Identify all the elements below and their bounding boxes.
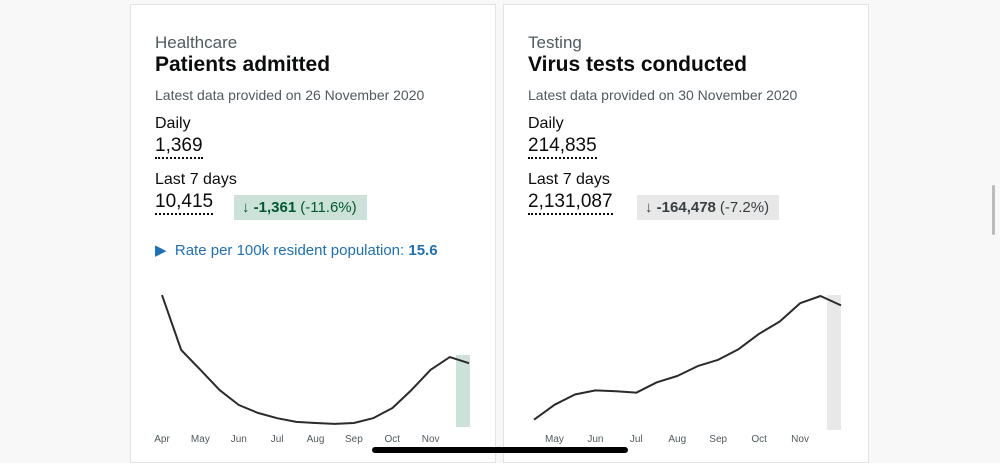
home-indicator [372, 447, 628, 453]
x-tick-label: Aug [668, 434, 686, 445]
change-value: -164,478 [656, 199, 716, 216]
change-pct: (-11.6%) [300, 199, 357, 216]
week-value: 2,131,087 [528, 191, 613, 215]
x-tick-label: Apr [154, 434, 170, 445]
daily-label: Daily [528, 115, 564, 132]
category: Healthcare [155, 33, 238, 52]
daily-label: Daily [155, 115, 191, 132]
x-tick-label: May [545, 434, 564, 445]
week-label: Last 7 days [528, 171, 610, 188]
latest: Latest data provided on 26 November 2020 [155, 87, 425, 103]
x-tick-label: Jul [271, 434, 284, 445]
x-tick-label: Jul [630, 434, 643, 445]
rate-value: 15.6 [408, 242, 438, 259]
change-value: -1,361 [253, 199, 297, 216]
card: Testing Virus tests conducted Latest dat… [503, 4, 869, 463]
daily-value: 214,835 [528, 135, 597, 159]
week-label: Last 7 days [155, 171, 237, 188]
x-tick-label: Nov [422, 434, 440, 445]
rate[interactable]: ▶ Rate per 100k resident population: 15.… [155, 242, 438, 259]
chart: May Jun Jul Aug Sep Oct Nov [533, 295, 842, 445]
category: Testing [528, 33, 582, 52]
x-tick-label: Nov [791, 434, 809, 445]
scrollbar [992, 185, 995, 235]
last-7-days [456, 355, 470, 427]
x-tick-label: Oct [384, 434, 400, 445]
daily-value: 1,369 [155, 135, 203, 159]
latest: Latest data provided on 30 November 2020 [528, 87, 798, 103]
x-tick-label: Aug [307, 434, 325, 445]
x-tick-label: Sep [345, 434, 363, 445]
change: ↓ -164,478 (-7.2%) [637, 195, 780, 220]
rate-label: Rate per 100k resident population: [174, 242, 405, 259]
x-tick-label: Jun [587, 434, 603, 445]
line [161, 294, 470, 425]
card-title: Patients admitted [155, 53, 331, 76]
x-tick-label: Sep [709, 434, 727, 445]
card-title: Virus tests conducted [528, 53, 748, 76]
last-7-days [827, 295, 841, 430]
change-pct: (-7.2%) [719, 199, 770, 216]
x-tick-label: Jun [231, 434, 247, 445]
x-tick-label: Oct [751, 434, 767, 445]
chart: Apr May Jun Jul Aug Sep Oct Nov [154, 294, 470, 445]
x-tick-label: May [191, 434, 210, 445]
card: Healthcare Patients admitted Latest data… [130, 4, 496, 463]
week-value: 10,415 [155, 191, 214, 215]
change: ↓ -1,361 (-11.6%) [234, 195, 367, 220]
line [533, 295, 842, 421]
